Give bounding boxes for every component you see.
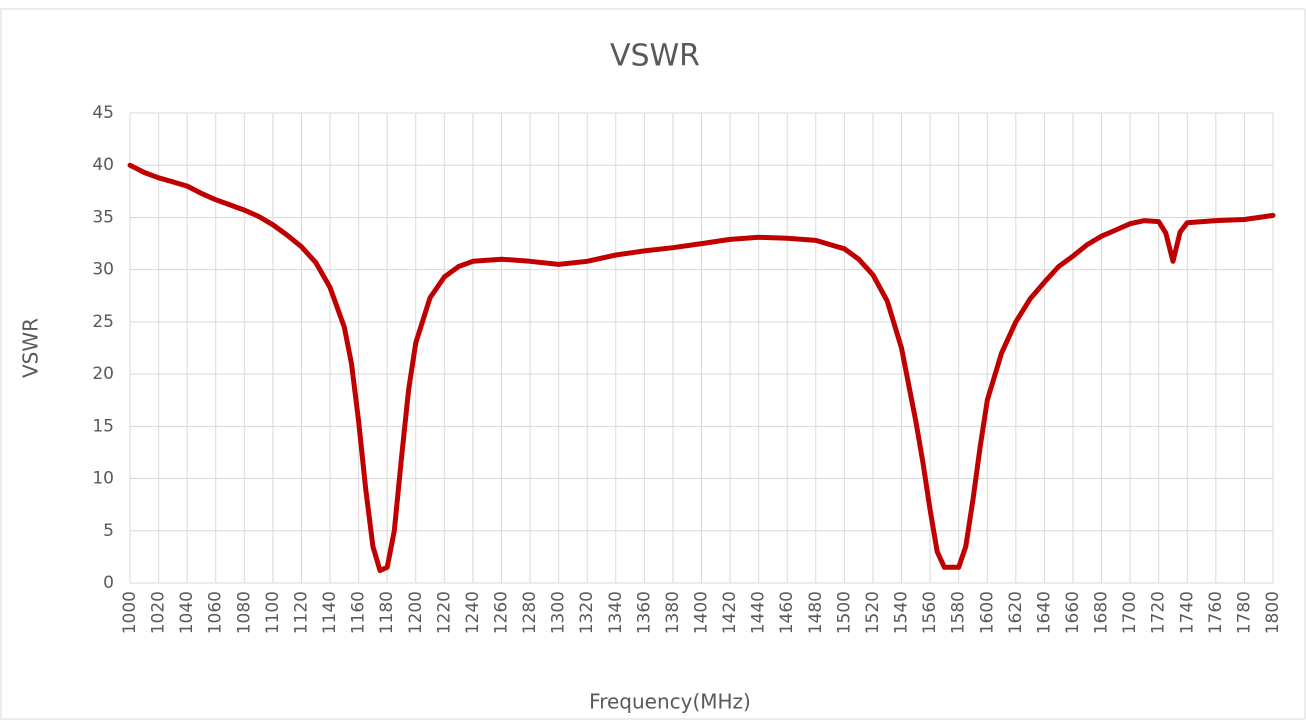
- y-axis-label: VSWR: [19, 318, 43, 378]
- x-tick-label: 1580: [949, 591, 969, 634]
- x-tick-label: 1220: [434, 591, 454, 634]
- x-tick-label: 1240: [463, 591, 483, 634]
- x-tick-label: 1660: [1063, 591, 1083, 634]
- x-tick-label: 1180: [377, 591, 397, 634]
- x-tick-label: 1480: [806, 591, 826, 634]
- x-tick-label: 1420: [720, 591, 740, 634]
- y-tick-label: 40: [92, 155, 114, 175]
- x-tick-label: 1540: [892, 591, 912, 634]
- y-tick-label: 10: [92, 469, 114, 489]
- x-tick-label: 1560: [920, 591, 940, 634]
- x-tick-label: 1360: [634, 591, 654, 634]
- x-tick-label: 1380: [663, 591, 683, 634]
- x-tick-label: 1160: [349, 591, 369, 634]
- x-tick-label: 1000: [120, 591, 140, 634]
- chart-title: VSWR: [610, 39, 700, 74]
- y-tick-label: 45: [92, 103, 114, 123]
- x-tick-label: 1280: [520, 591, 540, 634]
- x-tick-label: 1440: [749, 591, 769, 634]
- x-tick-label: 1200: [406, 591, 426, 634]
- y-tick-label: 25: [92, 312, 114, 332]
- y-tick-label: 15: [92, 416, 114, 436]
- x-tick-label: 1600: [977, 591, 997, 634]
- x-tick-label: 1760: [1206, 591, 1226, 634]
- x-tick-label: 1120: [291, 591, 311, 634]
- x-tick-label: 1700: [1120, 591, 1140, 634]
- x-tick-label: 1620: [1006, 591, 1026, 634]
- x-tick-label: 1260: [491, 591, 511, 634]
- x-tick-label: 1140: [320, 591, 340, 634]
- data-line: [127, 162, 1276, 573]
- y-tick-label: 30: [92, 260, 114, 280]
- x-tick-label: 1080: [234, 591, 254, 634]
- x-tick-label: 1340: [606, 591, 626, 634]
- x-tick-label: 1460: [777, 591, 797, 634]
- x-tick-label: 1320: [577, 591, 597, 634]
- x-tick-label: 1720: [1149, 591, 1169, 634]
- x-tick-label: 1520: [863, 591, 883, 634]
- x-tick-label: 1680: [1092, 591, 1112, 634]
- x-tick-label: 1500: [834, 591, 854, 634]
- y-tick-label: 5: [103, 521, 114, 541]
- x-axis-label: Frequency(MHz): [589, 690, 751, 714]
- x-tick-label: 1300: [549, 591, 569, 634]
- y-tick-label: 35: [92, 207, 114, 227]
- x-tick-label: 1040: [177, 591, 197, 634]
- x-tick-label: 1060: [206, 591, 226, 634]
- x-tick-label: 1100: [263, 591, 283, 634]
- x-tick-label: 1400: [692, 591, 712, 634]
- x-tick-label: 1800: [1263, 591, 1283, 634]
- x-tick-label: 1640: [1034, 591, 1054, 634]
- y-tick-label: 0: [103, 573, 114, 593]
- x-tick-label: 1780: [1234, 591, 1254, 634]
- x-tick-label: 1740: [1177, 591, 1197, 634]
- y-tick-label: 20: [92, 364, 114, 384]
- chart-border: [0, 8, 1306, 720]
- x-tick-label: 1020: [149, 591, 169, 634]
